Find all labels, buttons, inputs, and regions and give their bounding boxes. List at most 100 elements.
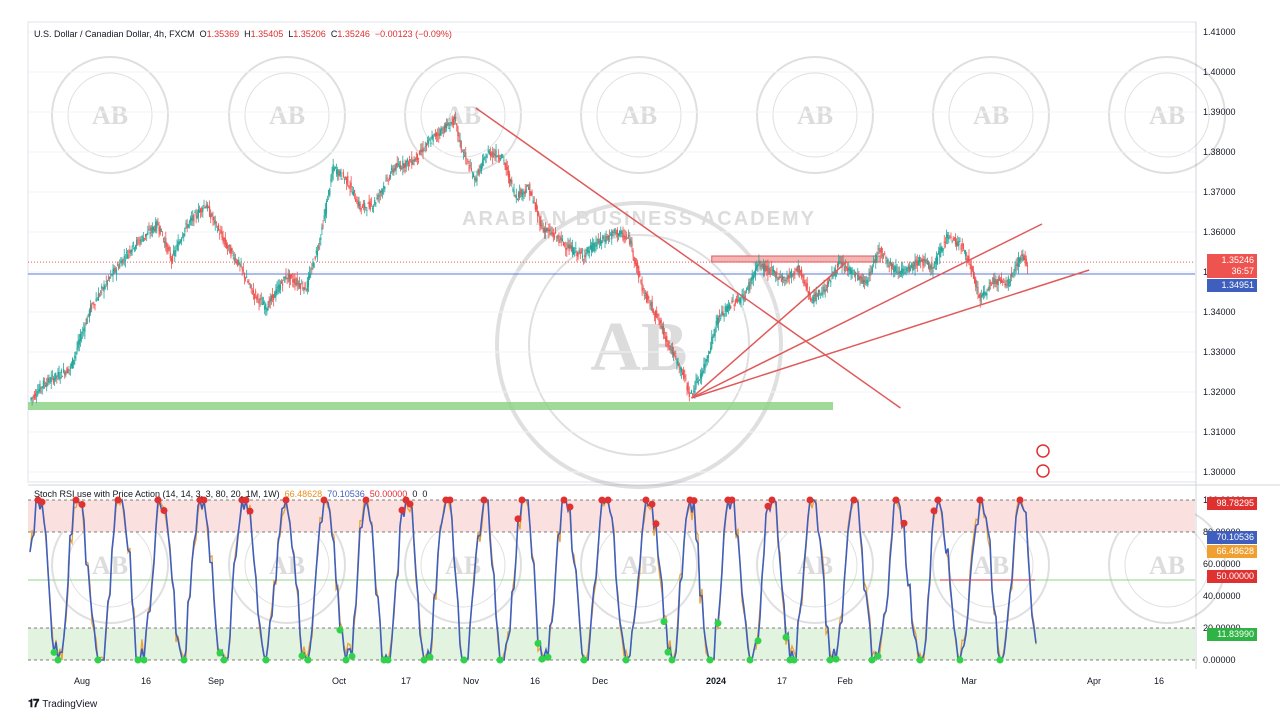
candle-body [110, 273, 112, 275]
indicator-name[interactable]: Stoch RSI use with Price Action (14, 14,… [34, 489, 280, 499]
candle-body [455, 116, 457, 122]
candle-body [987, 289, 989, 291]
candle-body [745, 288, 748, 291]
tradingview-logo[interactable]: 𝟏𝟕 TradingView [28, 698, 97, 711]
candle-body [326, 200, 329, 202]
candle-body [229, 244, 231, 254]
candle-body [441, 128, 443, 131]
candle-body [693, 391, 695, 392]
candle-body [367, 202, 369, 204]
candle-body [679, 367, 681, 370]
candle-body [544, 229, 547, 233]
candle-body [611, 231, 613, 239]
candle-body [884, 253, 886, 255]
watermark-initials: AB [797, 101, 833, 130]
candle-body [612, 231, 614, 233]
watermark-ring [580, 56, 698, 174]
candle-body [231, 248, 233, 252]
candle-body [715, 320, 717, 326]
candle-body [949, 236, 951, 238]
oversold-signal-dot [664, 648, 672, 656]
candle-body [890, 263, 893, 269]
candle-body [809, 298, 812, 301]
candle-body [632, 250, 634, 257]
candle-body [738, 299, 740, 301]
overbought-signal-dot [78, 501, 86, 509]
candle-body [69, 365, 71, 370]
candle-body [995, 281, 997, 285]
candle-body [374, 200, 376, 205]
candle-body [933, 263, 935, 269]
candle-body [780, 279, 782, 282]
candle-body [663, 331, 666, 333]
trendline [691, 269, 1090, 399]
candle-body [178, 241, 180, 245]
candle-body [95, 298, 97, 302]
candle-body [211, 213, 213, 216]
candle-body [494, 154, 496, 156]
candle-body [790, 270, 793, 277]
candle-body [656, 310, 658, 318]
candle-body [899, 271, 902, 275]
last-price-value: 1.35246 [1221, 255, 1254, 265]
candle-body [353, 189, 356, 194]
candle-body [784, 279, 786, 281]
candle-body [475, 178, 477, 182]
candle-body [106, 280, 108, 286]
oversold-signal-dot [216, 649, 224, 657]
candle-body [883, 255, 885, 257]
stoch-mid-tag: 50.00000 [1207, 570, 1257, 583]
candle-body [417, 158, 420, 159]
time-axis-label: 16 [141, 676, 151, 686]
candle-body [958, 240, 960, 246]
overbought-signal-dot [598, 496, 606, 504]
candle-body [703, 363, 705, 369]
watermark-inner-ring [244, 72, 330, 158]
candle-body [652, 309, 654, 314]
candle-body [480, 164, 483, 172]
candle-body [465, 152, 467, 158]
candle-body [256, 296, 258, 300]
candle-body [856, 273, 858, 274]
candle-body [319, 242, 321, 244]
candle-body [194, 211, 196, 214]
open-value: 1.35369 [206, 29, 240, 39]
indicator-tick-label: 40.00000 [1203, 591, 1241, 601]
candle-body [339, 170, 341, 175]
candle-body [403, 164, 405, 169]
candle-body [903, 269, 905, 271]
oversold-signal-dot [746, 656, 754, 664]
candle-body [717, 318, 720, 325]
candle-body [961, 244, 963, 246]
candle-body [116, 265, 119, 267]
candle-body [538, 212, 540, 216]
candle-body [505, 163, 507, 171]
candle-body [79, 333, 82, 341]
candle-body [862, 279, 864, 284]
candle-body [967, 255, 969, 263]
candle-body [68, 369, 70, 371]
candle-body [648, 296, 650, 298]
candle-body [78, 339, 80, 345]
candle-body [533, 202, 535, 204]
candle-body [337, 169, 339, 176]
candle-body [796, 266, 798, 272]
oversold-signal-dot [180, 656, 188, 664]
oversold-signal-dot [996, 656, 1004, 664]
candle-body [553, 235, 556, 238]
candle-body [422, 147, 424, 153]
candle-body [541, 225, 543, 226]
candle-body [340, 171, 342, 178]
candle-body [282, 283, 284, 286]
candle-body [357, 200, 359, 207]
candle-body [787, 275, 789, 280]
overbought-signal-dot [480, 496, 488, 504]
symbol-title[interactable]: U.S. Dollar / Canadian Dollar, 4h, FXCM [34, 29, 195, 39]
price-tick-label: 1.41000 [1203, 27, 1236, 37]
overbought-signal-dot [154, 496, 162, 504]
candle-body [159, 225, 161, 235]
oversold-signal-dot [496, 656, 504, 664]
candle-body [638, 266, 640, 278]
candle-body [776, 271, 778, 275]
